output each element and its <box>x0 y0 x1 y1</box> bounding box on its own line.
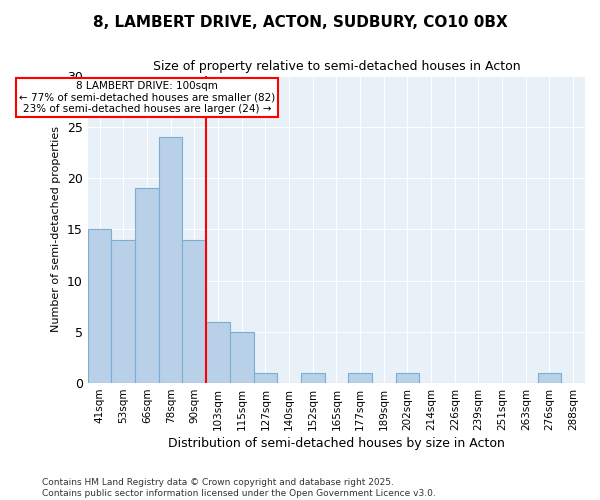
Text: 8 LAMBERT DRIVE: 100sqm
← 77% of semi-detached houses are smaller (82)
23% of se: 8 LAMBERT DRIVE: 100sqm ← 77% of semi-de… <box>19 80 275 114</box>
Bar <box>206 322 230 383</box>
Bar <box>182 240 206 383</box>
Bar <box>538 373 562 383</box>
Bar <box>159 137 182 383</box>
Text: Contains HM Land Registry data © Crown copyright and database right 2025.
Contai: Contains HM Land Registry data © Crown c… <box>42 478 436 498</box>
Text: 8, LAMBERT DRIVE, ACTON, SUDBURY, CO10 0BX: 8, LAMBERT DRIVE, ACTON, SUDBURY, CO10 0… <box>92 15 508 30</box>
X-axis label: Distribution of semi-detached houses by size in Acton: Distribution of semi-detached houses by … <box>168 437 505 450</box>
Bar <box>254 373 277 383</box>
Bar <box>395 373 419 383</box>
Bar <box>112 240 135 383</box>
Bar <box>230 332 254 383</box>
Y-axis label: Number of semi-detached properties: Number of semi-detached properties <box>52 126 61 332</box>
Bar <box>301 373 325 383</box>
Bar <box>88 230 112 383</box>
Bar <box>135 188 159 383</box>
Bar <box>348 373 372 383</box>
Title: Size of property relative to semi-detached houses in Acton: Size of property relative to semi-detach… <box>152 60 520 73</box>
